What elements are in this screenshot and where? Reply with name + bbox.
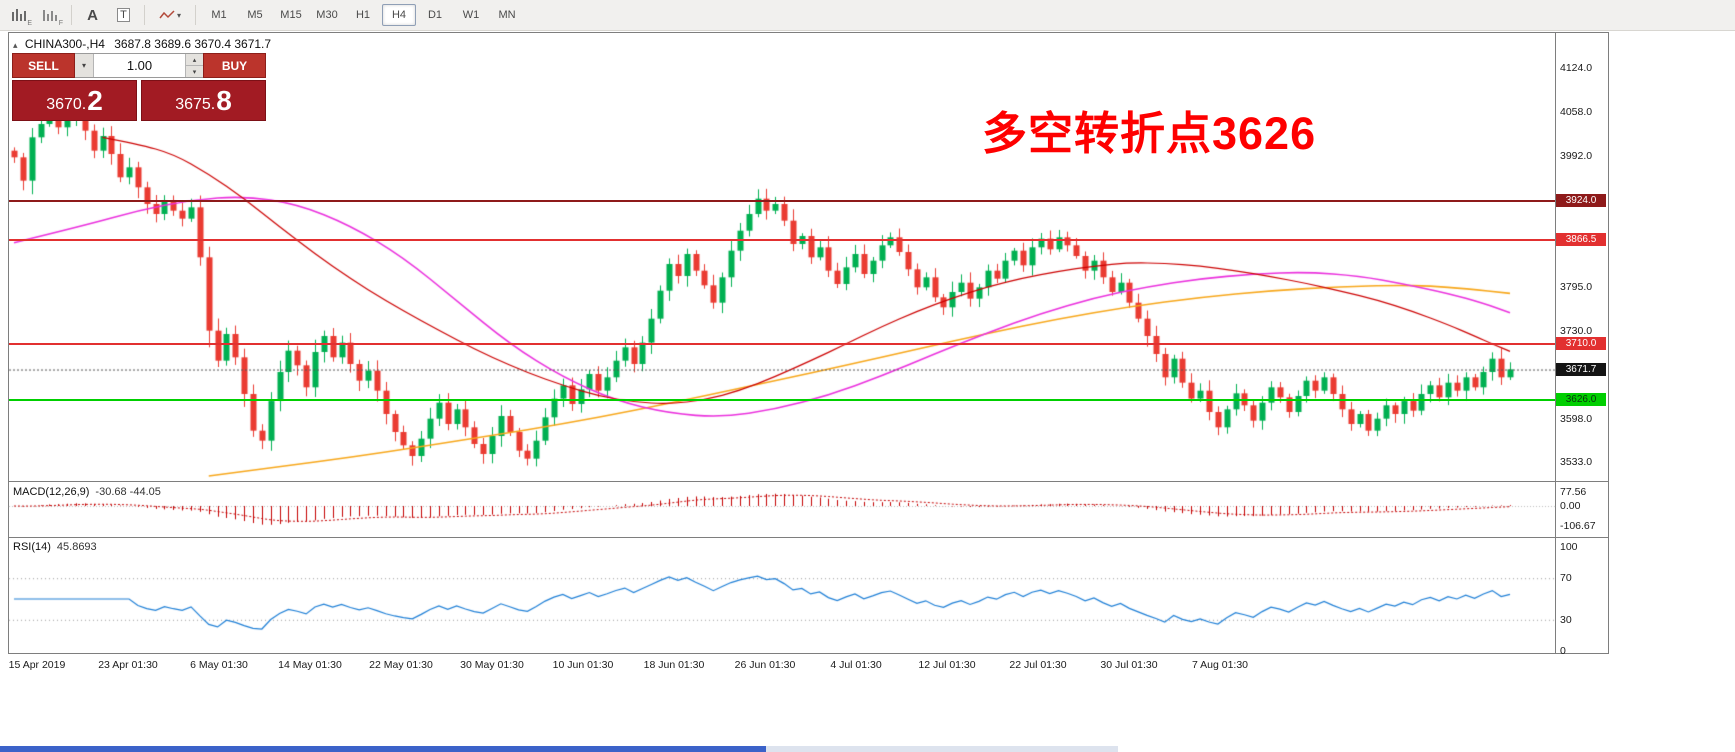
timeframe-mn[interactable]: MN	[498, 9, 516, 21]
chevron-down-icon: ▾	[176, 10, 181, 20]
rsi-tick-100: 100	[1560, 541, 1578, 553]
price-tick-3795.0: 3795.0	[1560, 281, 1593, 294]
timeframe-m15[interactable]: M15	[280, 9, 302, 21]
chart-window-icon[interactable]: E	[5, 2, 34, 28]
price-badge-3626.0: 3626.0	[1556, 393, 1606, 406]
macd-tick--106.67: -106.67	[1560, 519, 1596, 532]
ohlc-values: 3687.8 3689.6 3670.4 3671.7	[114, 37, 272, 51]
hline-3626[interactable]	[9, 399, 1555, 401]
ask-price: 3675.	[175, 95, 216, 113]
date-label: 22 May 01:30	[369, 659, 433, 671]
price-badge-3866.5: 3866.5	[1556, 232, 1606, 246]
lot-size-field: ▾ 1.00 ▴ ▾	[75, 53, 203, 78]
chart-title: ▴ CHINA300-,H4 3687.8 3689.6 3670.4 3671…	[13, 37, 271, 51]
price-tick-4124.0: 4124.0	[1560, 62, 1593, 74]
macd-tick-0.00: 0.00	[1560, 500, 1581, 512]
price-badge-3924.0: 3924.0	[1556, 194, 1606, 208]
lot-dropdown-icon[interactable]: ▾	[75, 54, 94, 77]
timeframe-h1[interactable]: H1	[355, 9, 371, 21]
hline-3710[interactable]	[9, 343, 1555, 345]
date-label: 14 May 01:30	[278, 659, 342, 671]
date-label: 15 Apr 2019	[8, 659, 66, 671]
hline-3866.5[interactable]	[9, 238, 1555, 241]
bid-price-big-digit: 2	[87, 84, 103, 116]
timeframe-m1[interactable]: M1	[211, 9, 227, 21]
bars-glyph	[11, 9, 26, 21]
rsi-tick-0: 0	[1560, 645, 1566, 657]
timeframe-m5[interactable]: M5	[247, 9, 263, 21]
macd-tick-77.56: 77.56	[1560, 485, 1587, 498]
draw-tools-dropdown[interactable]: ▾	[151, 2, 189, 28]
bars-glyph	[42, 10, 57, 21]
date-label: 7 Aug 01:30	[1191, 659, 1249, 671]
date-label: 10 Jun 01:30	[552, 659, 614, 671]
icon-badge: E	[27, 20, 32, 27]
date-label: 26 Jun 01:30	[734, 659, 796, 671]
lot-up-icon[interactable]: ▴	[186, 54, 203, 66]
hline-3924[interactable]	[9, 200, 1555, 203]
date-label: 12 Jul 01:30	[918, 659, 976, 671]
date-label: 6 May 01:30	[190, 659, 248, 671]
symbol-period: CHINA300-,H4	[24, 37, 105, 51]
timeframe-group: M1 M5 M15 M30 H1 H4 D1 W1 MN	[201, 4, 525, 26]
rsi-value: 45.8693	[56, 541, 97, 553]
bid-price-box[interactable]: 3670. 2	[12, 80, 137, 121]
bid-price: 3670.	[46, 95, 87, 113]
rsi-tick-70: 70	[1560, 572, 1572, 585]
price-tick-3730.0: 3730.0	[1560, 324, 1593, 337]
one-click-trading-panel: SELL ▾ 1.00 ▴ ▾ BUY 3670. 2 3675. 8	[12, 53, 266, 121]
toolbar-separator	[71, 5, 72, 25]
text-box-icon[interactable]: T	[109, 2, 138, 28]
timeframe-m30[interactable]: M30	[316, 9, 338, 21]
date-label: 30 May 01:30	[460, 659, 524, 671]
price-badge-3671.7: 3671.7	[1556, 362, 1606, 376]
timeframe-w1[interactable]: W1	[462, 9, 480, 21]
timeframe-h4[interactable]: H4	[382, 4, 416, 26]
rsi-label: RSI(14) 45.8693	[13, 541, 97, 553]
macd-values: -30.68 -44.05	[95, 486, 161, 498]
price-tick-3598.0: 3598.0	[1560, 412, 1593, 425]
rsi-tick-30: 30	[1560, 613, 1572, 626]
lot-stepper: ▴ ▾	[185, 54, 203, 77]
toolbar: E F A T ▾ M1 M5 M15 M30 H1 H4 D1 W1 MN	[0, 0, 1735, 31]
lot-size-value[interactable]: 1.00	[126, 58, 153, 73]
icon-badge: F	[58, 20, 63, 27]
price-badge-3710.0: 3710.0	[1556, 337, 1606, 350]
price-tick-3992.0: 3992.0	[1560, 150, 1593, 162]
date-label: 18 Jun 01:30	[643, 659, 705, 671]
chart-annotation-text[interactable]: 多空转折点3626	[982, 108, 1317, 159]
price-tick-3533.0: 3533.0	[1560, 456, 1593, 468]
zigzag-icon	[159, 10, 175, 19]
text-label-icon[interactable]: A	[87, 6, 98, 24]
macd-label: MACD(12,26,9) -30.68 -44.05	[13, 486, 161, 498]
ask-price-big-digit: 8	[216, 84, 232, 116]
buy-button[interactable]: BUY	[203, 53, 266, 78]
toolbar-separator	[144, 5, 145, 25]
date-label: 22 Jul 01:30	[1009, 659, 1067, 671]
toolbar-separator	[195, 5, 196, 25]
price-tick-4058.0: 4058.0	[1560, 106, 1593, 118]
date-label: 23 Apr 01:30	[98, 659, 158, 671]
timeframe-d1[interactable]: D1	[427, 9, 443, 21]
ask-price-box[interactable]: 3675. 8	[141, 80, 266, 121]
date-label: 4 Jul 01:30	[830, 659, 882, 671]
chart-template-icon[interactable]: F	[36, 2, 65, 28]
date-label: 30 Jul 01:30	[1100, 659, 1158, 671]
sell-button[interactable]: SELL	[12, 53, 75, 78]
collapse-arrow-icon[interactable]: ▴	[13, 40, 18, 50]
lot-down-icon[interactable]: ▾	[186, 66, 203, 77]
